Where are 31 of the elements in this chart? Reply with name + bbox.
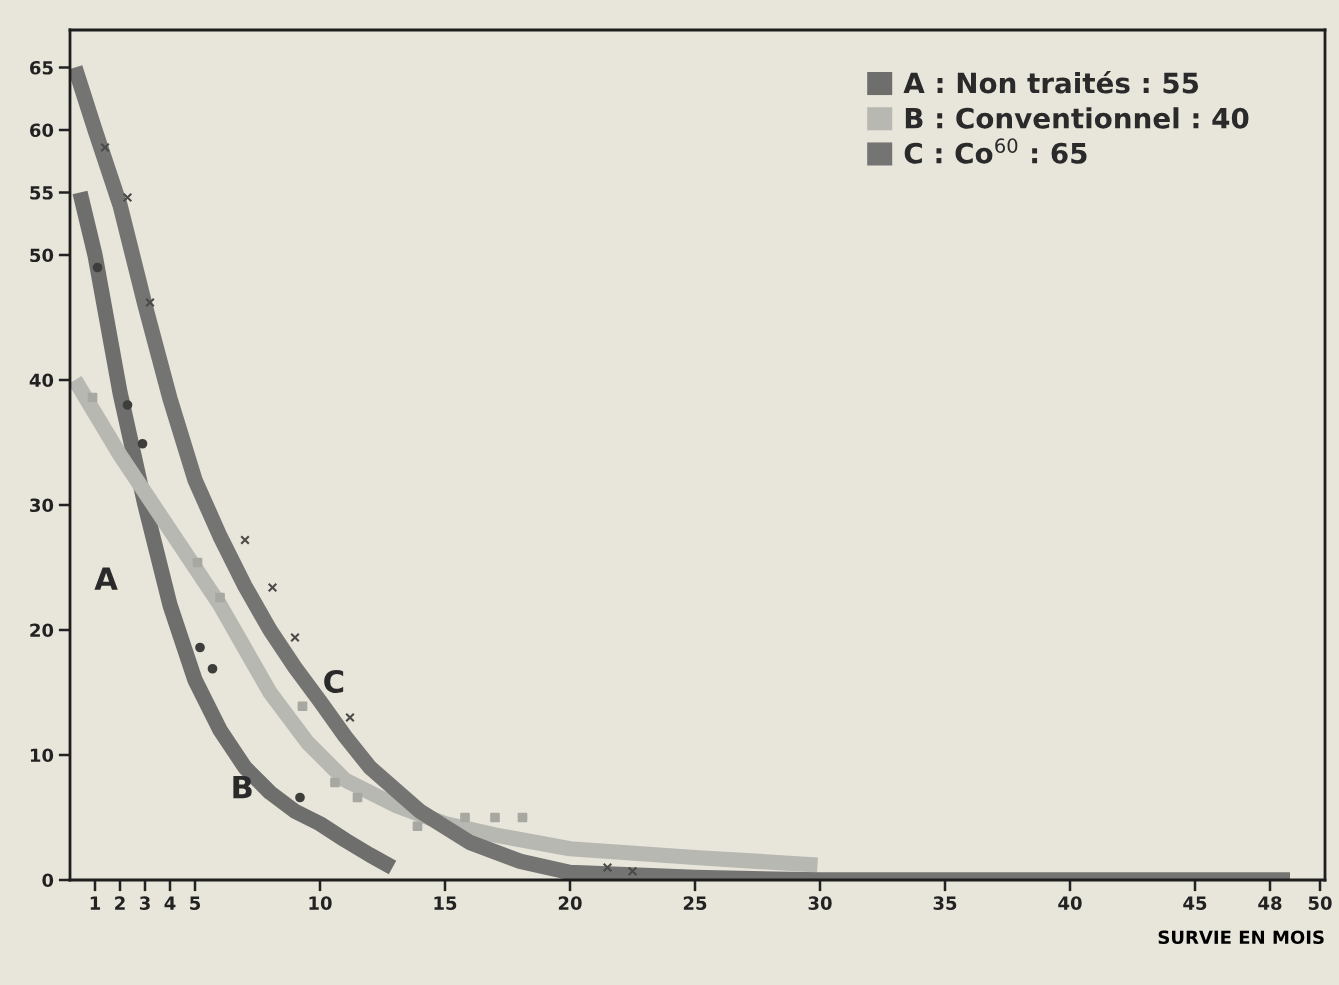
x-axis-title: SURVIE EN MOIS — [1158, 930, 1324, 945]
x-tick-label: 35 — [933, 896, 957, 910]
x-tick-label: 1 — [90, 896, 101, 910]
x-tick-label: 48 — [1258, 896, 1282, 910]
x-tick-label: 25 — [683, 896, 707, 910]
y-tick-label: 40 — [29, 373, 54, 388]
y-tick-label: 60 — [30, 123, 54, 138]
annotation: A — [94, 567, 118, 590]
legend-label: A : Non traités : 55 — [903, 70, 1199, 94]
y-tick-label: 55 — [30, 186, 53, 200]
x-tick-label: 4 — [164, 896, 176, 910]
x-tick-label: 15 — [434, 896, 457, 910]
x-tick-label: 50 — [1308, 896, 1332, 910]
y-tick-label: 30 — [30, 498, 54, 513]
annotation: C — [324, 669, 344, 694]
legend-label: B : Conventionnel : 40 — [905, 107, 1249, 129]
x-tick-label: 2 — [115, 896, 125, 910]
y-tick-label: 65 — [30, 60, 53, 75]
x-tick-label: 5 — [190, 896, 201, 910]
annotation: B — [233, 775, 252, 799]
x-tick-label: 40 — [1058, 896, 1082, 910]
legend-label: C : Co$^{60}$ : 65 — [904, 138, 1087, 164]
y-tick-label: 10 — [30, 748, 54, 763]
x-tick-label: 30 — [808, 896, 832, 910]
x-tick-label: 45 — [1183, 896, 1207, 910]
y-tick-label: 50 — [30, 248, 54, 263]
y-tick-label: 0 — [42, 873, 54, 888]
x-tick-label: 3 — [139, 896, 150, 910]
y-tick-label: 20 — [30, 623, 54, 638]
x-tick-label: 20 — [558, 896, 582, 910]
x-tick-label: 10 — [309, 896, 332, 910]
